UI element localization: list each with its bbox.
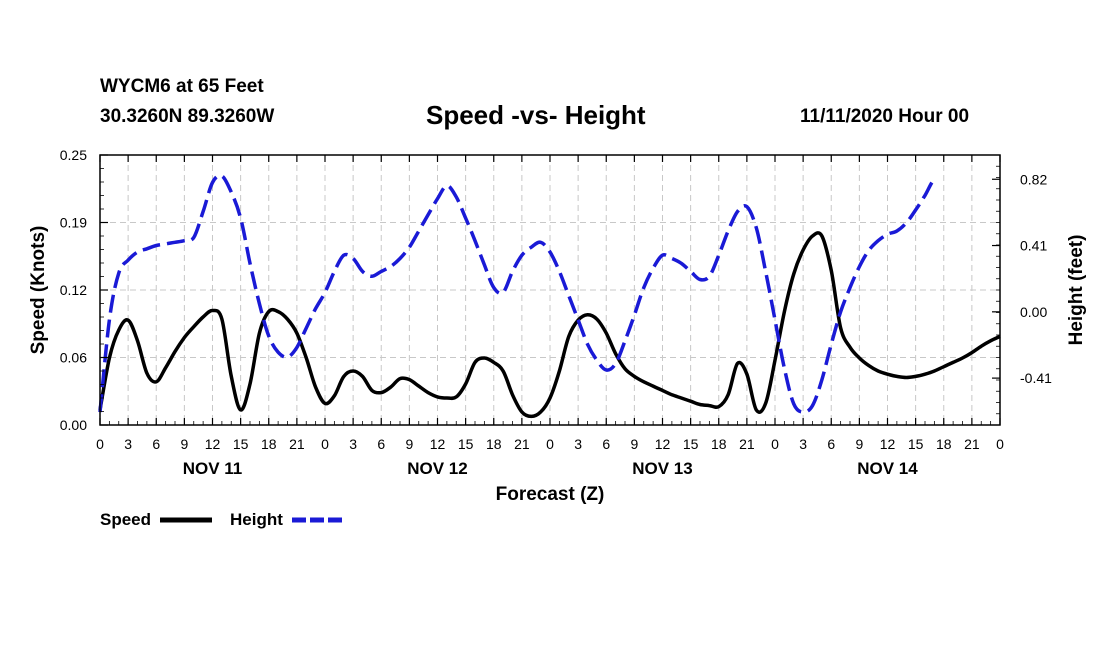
speed-series-line bbox=[98, 231, 1001, 419]
y-left-tick-label: 0.12 bbox=[60, 282, 87, 298]
y-left-tick-label: 0.06 bbox=[60, 350, 87, 366]
x-tick-label: 12 bbox=[205, 436, 221, 452]
x-tick-label: 9 bbox=[405, 436, 413, 452]
station-coordinates: 30.3260N 89.3260W bbox=[100, 106, 275, 127]
y-right-tick-label: 0.82 bbox=[1020, 171, 1047, 187]
x-tick-label: 3 bbox=[349, 436, 357, 452]
x-tick-label: 0 bbox=[771, 436, 779, 452]
x-tick-label: 0 bbox=[321, 436, 329, 452]
x-tick-label: 12 bbox=[655, 436, 671, 452]
x-tick-label: 18 bbox=[936, 436, 952, 452]
x-tick-label: 15 bbox=[683, 436, 699, 452]
station-title: WYCM6 at 65 Feet bbox=[100, 76, 264, 97]
series-lines bbox=[98, 173, 1001, 419]
x-tick-label: 0 bbox=[996, 436, 1004, 452]
x-tick-label: 6 bbox=[152, 436, 160, 452]
y-right-tick-label: -0.41 bbox=[1020, 370, 1052, 386]
y-right-tick-label: 0.00 bbox=[1020, 304, 1047, 320]
x-tick-label: 18 bbox=[261, 436, 277, 452]
grid bbox=[100, 155, 1000, 425]
axes: 0 3 6 9 12 15 18 21 0 3 6 9 12 15 18 21 0 3 6 9 12 15 18 21 0 3 6 9… bbox=[60, 147, 1052, 478]
chart-title: Speed -vs- Height bbox=[426, 100, 646, 130]
x-tick-label: 9 bbox=[855, 436, 863, 452]
x-tick-label: 15 bbox=[908, 436, 924, 452]
y-right-tick-label: 0.41 bbox=[1020, 238, 1047, 254]
x-axis-label: Forecast (Z) bbox=[496, 484, 605, 505]
x-tick-label: 21 bbox=[739, 436, 755, 452]
y-left-tick-label: 0.19 bbox=[60, 215, 87, 231]
legend-label-height: Height bbox=[230, 510, 283, 529]
x-tick-label: 21 bbox=[964, 436, 980, 452]
y-left-tick-label: 0.25 bbox=[60, 147, 87, 163]
x-day-label: NOV 12 bbox=[407, 459, 467, 478]
x-tick-label: 3 bbox=[799, 436, 807, 452]
x-tick-label: 18 bbox=[486, 436, 502, 452]
y-left-tick-label: 0.00 bbox=[60, 417, 87, 433]
x-day-label: NOV 13 bbox=[632, 459, 692, 478]
x-tick-label: 12 bbox=[430, 436, 446, 452]
x-tick-label: 15 bbox=[458, 436, 474, 452]
x-tick-label: 18 bbox=[711, 436, 727, 452]
x-tick-label: 6 bbox=[827, 436, 835, 452]
x-tick-label: 9 bbox=[630, 436, 638, 452]
x-tick-label: 21 bbox=[514, 436, 530, 452]
x-tick-label: 15 bbox=[233, 436, 249, 452]
x-tick-label: 3 bbox=[574, 436, 582, 452]
y-axis-right-label: Height (feet) bbox=[1066, 235, 1087, 346]
x-tick-label: 3 bbox=[124, 436, 132, 452]
x-tick-label: 0 bbox=[96, 436, 104, 452]
x-tick-label: 6 bbox=[377, 436, 385, 452]
legend: Speed Height bbox=[100, 510, 342, 529]
x-tick-label: 6 bbox=[602, 436, 610, 452]
x-tick-label: 21 bbox=[289, 436, 305, 452]
x-tick-label: 9 bbox=[180, 436, 188, 452]
y-axis-left-label: Speed (Knots) bbox=[28, 226, 49, 355]
x-day-label: NOV 14 bbox=[857, 459, 918, 478]
x-day-label: NOV 11 bbox=[183, 459, 243, 478]
x-tick-label: 12 bbox=[880, 436, 896, 452]
x-tick-label: 0 bbox=[546, 436, 554, 452]
forecast-datetime: 11/11/2020 Hour 00 bbox=[800, 106, 970, 127]
legend-label-speed: Speed bbox=[100, 510, 151, 529]
height-series-line bbox=[98, 173, 936, 414]
